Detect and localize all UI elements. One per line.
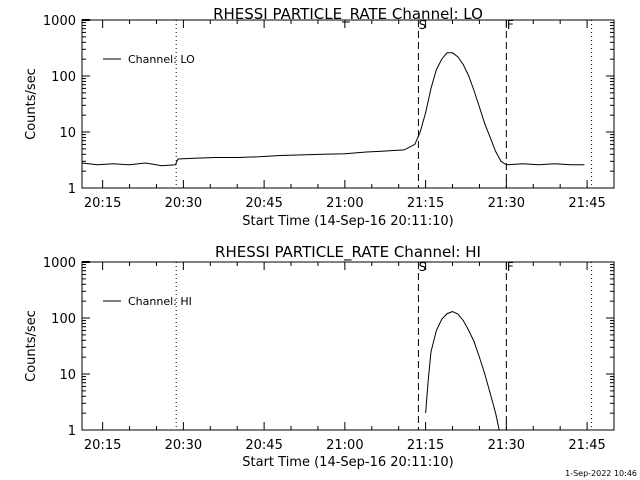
y-axis-label: Counts/sec	[24, 310, 39, 382]
x-tick-label: 20:30	[165, 196, 202, 211]
x-tick-label: 21:30	[488, 196, 525, 211]
x-tick-label: 21:45	[568, 196, 605, 211]
x-tick-label: 20:45	[245, 438, 282, 453]
y-tick-label: 1	[68, 424, 76, 439]
x-tick-label: 20:45	[245, 196, 282, 211]
plot-frame	[81, 19, 615, 189]
time-marker-label: F	[507, 260, 514, 274]
footer-timestamp: 1-Sep-2022 10:46	[565, 469, 637, 478]
panel-lo: RHESSI PARTICLE_RATE Channel: LO 1 10 100 10…	[24, 5, 615, 229]
x-tick-label: 21:30	[488, 438, 525, 453]
y-tick-label: 1	[68, 182, 76, 197]
legend-label: Channel: HI	[128, 295, 192, 308]
chart-title: RHESSI PARTICLE_RATE Channel: LO	[213, 5, 483, 24]
x-tick-label: 21:15	[407, 438, 444, 453]
y-tick-label: 10	[59, 126, 76, 141]
time-marker-label: S	[419, 260, 427, 274]
legend-label: Channel: LO	[128, 53, 195, 66]
x-tick-label: 21:15	[407, 196, 444, 211]
series-line	[425, 311, 500, 431]
series-line	[81, 52, 585, 167]
y-tick-label: 100	[51, 70, 76, 85]
plot-frame	[81, 261, 615, 431]
y-tick-label: 1000	[43, 14, 76, 29]
x-tick-label: 21:00	[326, 438, 363, 453]
y-tick-label: 100	[51, 312, 76, 327]
y-tick-label: 1000	[43, 256, 76, 271]
y-axis-label: Counts/sec	[24, 68, 39, 140]
chart-title: RHESSI PARTICLE_RATE Channel: HI	[215, 243, 481, 262]
time-marker-label: F	[507, 18, 514, 32]
panel-hi: RHESSI PARTICLE_RATE Channel: HI 1 10 100 10…	[24, 243, 615, 470]
x-tick-label: 20:30	[165, 438, 202, 453]
x-tick-label: 21:45	[568, 438, 605, 453]
x-tick-label: 20:15	[84, 438, 121, 453]
x-axis-label: Start Time (14-Sep-16 20:11:10)	[242, 455, 453, 470]
y-tick-label: 10	[59, 368, 76, 383]
x-tick-label: 21:00	[326, 196, 363, 211]
x-tick-label: 20:15	[84, 196, 121, 211]
time-marker-label: S	[419, 18, 427, 32]
x-axis-label: Start Time (14-Sep-16 20:11:10)	[242, 214, 453, 229]
